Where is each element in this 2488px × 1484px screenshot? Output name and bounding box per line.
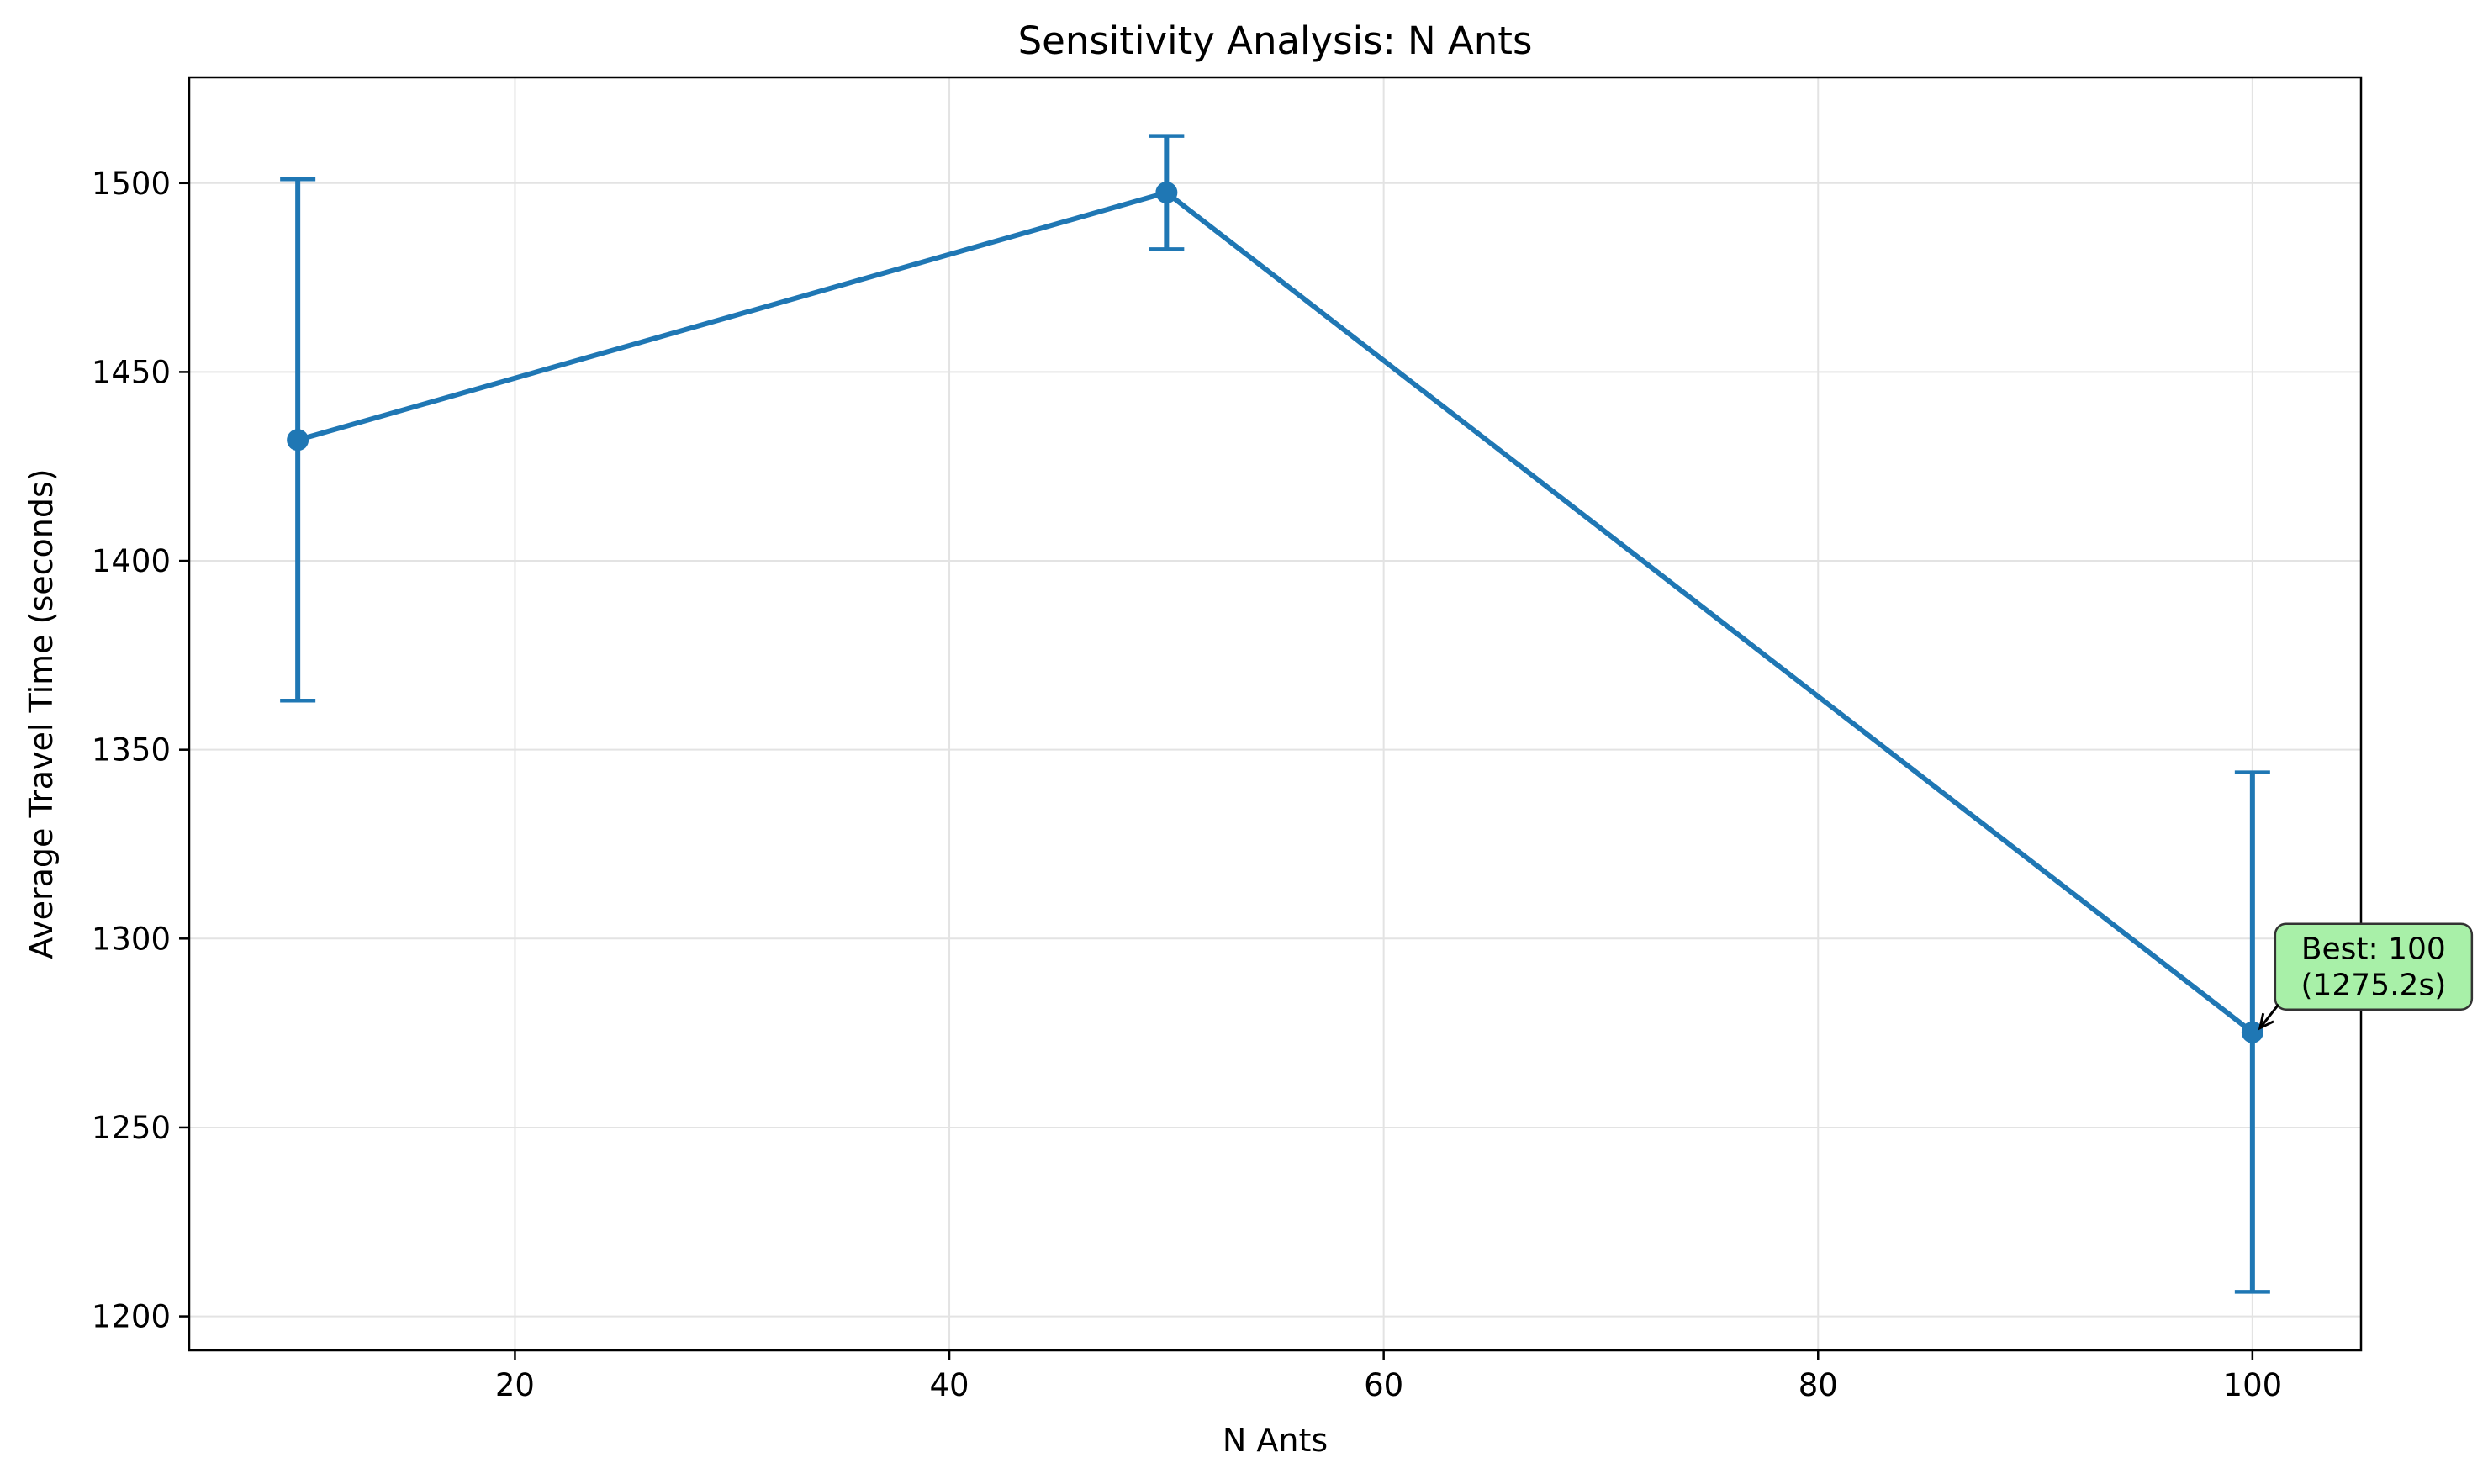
y-tick-label: 1350 <box>92 732 171 768</box>
annotation-text: Best: 100 <box>2301 932 2446 967</box>
y-axis-label: Average Travel Time (seconds) <box>23 468 60 959</box>
annotation-text: (1275.2s) <box>2300 969 2446 1003</box>
y-tick-label: 1400 <box>92 543 171 579</box>
y-axis: 1200 1250 1300 1350 1400 1450 1500 <box>92 166 189 1335</box>
grid <box>189 77 2361 1350</box>
data-point <box>287 429 309 452</box>
annotation: Best: 100(1275.2s) <box>2258 922 2474 1031</box>
x-axis: 20 40 60 80 100 <box>495 1350 2282 1403</box>
x-tick-label: 100 <box>2223 1367 2283 1403</box>
x-tick-label: 20 <box>495 1367 535 1403</box>
x-tick-label: 80 <box>1799 1367 1838 1403</box>
y-tick-label: 1250 <box>92 1110 171 1146</box>
annotation-arrow <box>2258 1003 2280 1029</box>
data-point <box>2241 1021 2263 1043</box>
x-tick-label: 60 <box>1364 1367 1403 1403</box>
annotation-box <box>2274 922 2474 1011</box>
y-tick-label: 1500 <box>92 166 171 202</box>
x-tick-label: 40 <box>930 1367 969 1403</box>
chart-title: Sensitivity Analysis: N Ants <box>1018 18 1533 63</box>
data-point <box>1155 182 1178 204</box>
annotation-arrowhead <box>2258 1012 2274 1031</box>
x-axis-label: N Ants <box>1223 1422 1328 1459</box>
y-tick-label: 1300 <box>92 921 171 957</box>
y-tick-label: 1200 <box>92 1299 171 1335</box>
y-tick-label: 1450 <box>92 354 171 390</box>
plot-frame <box>188 76 2363 1352</box>
series-layer <box>280 134 2270 1294</box>
